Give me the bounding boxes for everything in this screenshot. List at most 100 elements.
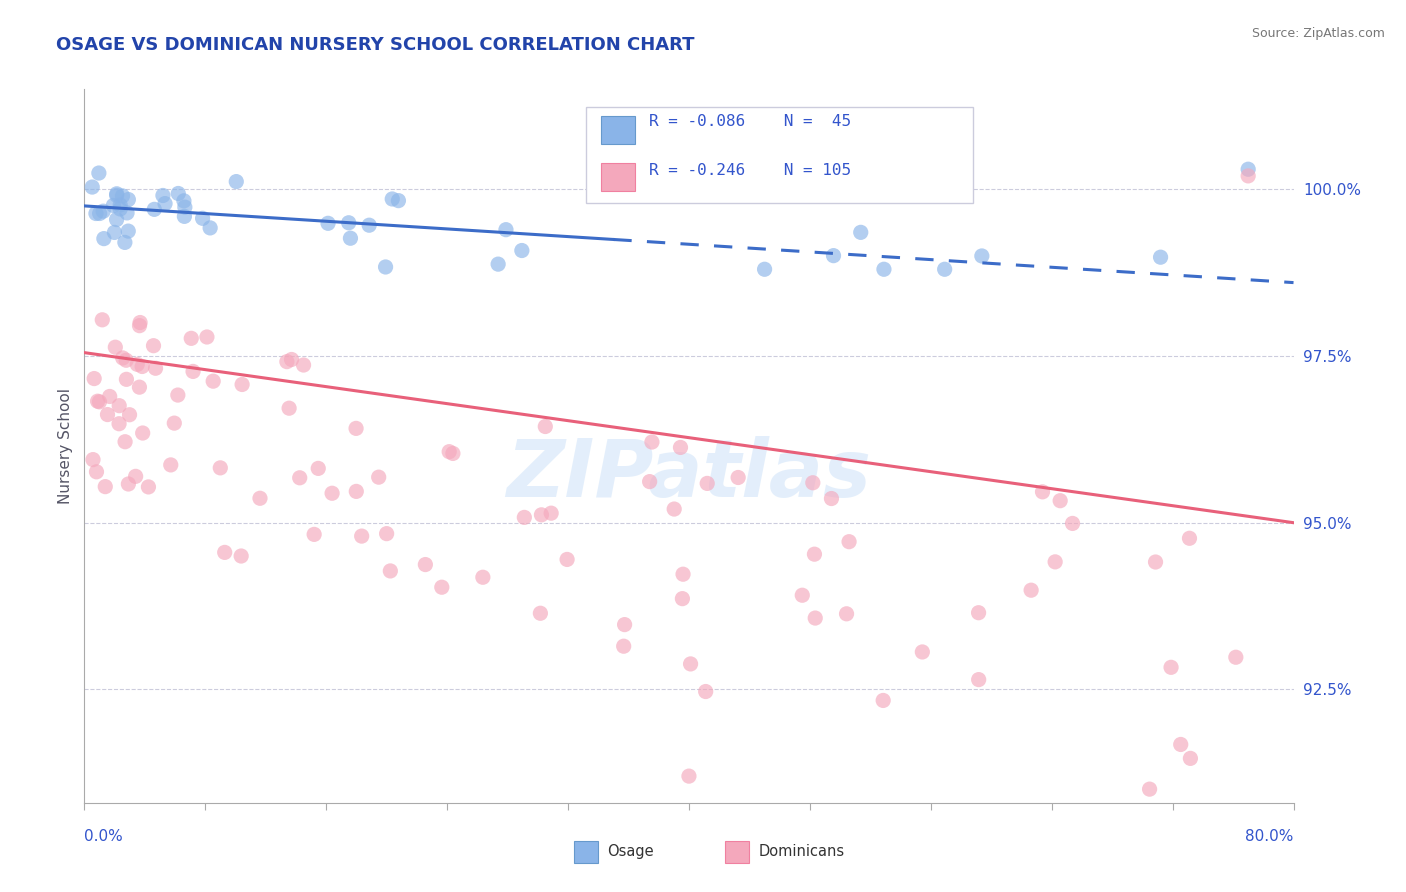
- Point: [131, 359, 153, 374]
- Point: [672, 567, 695, 582]
- Point: [225, 175, 247, 189]
- Point: [344, 421, 367, 435]
- Point: [1019, 583, 1042, 598]
- Point: [302, 527, 325, 541]
- Point: [696, 476, 718, 491]
- Point: [679, 657, 702, 671]
- Point: [91, 204, 114, 219]
- Text: Dominicans: Dominicans: [759, 844, 845, 859]
- Point: [89, 395, 111, 409]
- Point: [115, 372, 138, 386]
- Point: [117, 193, 139, 207]
- Bar: [725, 841, 749, 863]
- Point: [103, 226, 125, 240]
- Point: [173, 194, 195, 208]
- Point: [1139, 782, 1161, 797]
- Point: [82, 180, 104, 194]
- Text: Source: ZipAtlas.com: Source: ZipAtlas.com: [1251, 27, 1385, 40]
- Point: [143, 202, 166, 217]
- Point: [153, 196, 176, 211]
- Point: [678, 769, 700, 783]
- Point: [114, 434, 136, 449]
- Point: [803, 547, 825, 561]
- Point: [86, 465, 108, 479]
- Point: [540, 506, 562, 520]
- Point: [801, 475, 824, 490]
- Text: Osage: Osage: [607, 844, 654, 859]
- Point: [110, 198, 132, 212]
- Point: [105, 212, 128, 227]
- Point: [804, 611, 827, 625]
- Point: [873, 262, 896, 277]
- Point: [98, 389, 121, 403]
- Point: [108, 417, 131, 431]
- Point: [111, 189, 134, 203]
- Point: [316, 216, 339, 230]
- Point: [1237, 162, 1260, 177]
- Point: [152, 188, 174, 202]
- Bar: [600, 162, 634, 191]
- Point: [967, 673, 990, 687]
- Point: [641, 435, 664, 450]
- Point: [129, 316, 152, 330]
- Point: [104, 340, 127, 354]
- Point: [1049, 493, 1071, 508]
- Point: [529, 607, 551, 621]
- Point: [115, 353, 138, 368]
- Point: [94, 480, 117, 494]
- Point: [91, 313, 114, 327]
- Point: [486, 257, 509, 271]
- Point: [344, 484, 367, 499]
- Point: [792, 588, 814, 602]
- Point: [669, 441, 692, 455]
- Point: [437, 444, 460, 458]
- Point: [441, 446, 464, 460]
- Point: [510, 244, 533, 258]
- Point: [727, 470, 749, 484]
- Point: [127, 357, 149, 371]
- Text: 80.0%: 80.0%: [1246, 830, 1294, 845]
- Point: [849, 225, 872, 239]
- Point: [835, 607, 858, 621]
- Point: [307, 461, 329, 475]
- Point: [613, 639, 636, 653]
- Point: [374, 260, 396, 274]
- Point: [838, 534, 860, 549]
- Point: [118, 408, 141, 422]
- Point: [1144, 555, 1167, 569]
- Point: [613, 617, 636, 632]
- Point: [1160, 660, 1182, 674]
- Point: [638, 475, 661, 489]
- Point: [111, 351, 134, 365]
- Point: [1178, 531, 1201, 545]
- Point: [93, 232, 115, 246]
- Point: [1180, 751, 1202, 765]
- Point: [471, 570, 494, 584]
- Point: [103, 198, 125, 212]
- Point: [231, 377, 253, 392]
- Point: [96, 408, 118, 422]
- Point: [823, 249, 845, 263]
- Point: [387, 194, 409, 208]
- Point: [375, 526, 398, 541]
- Point: [695, 684, 717, 698]
- Point: [1031, 484, 1053, 499]
- Point: [1062, 516, 1084, 531]
- Point: [209, 460, 232, 475]
- Point: [359, 218, 381, 232]
- Point: [970, 249, 993, 263]
- Point: [128, 380, 150, 394]
- Point: [967, 606, 990, 620]
- Point: [1225, 650, 1247, 665]
- Point: [321, 486, 343, 500]
- Point: [415, 558, 437, 572]
- Text: R = -0.086    N =  45: R = -0.086 N = 45: [650, 113, 851, 128]
- Point: [114, 235, 136, 250]
- Point: [380, 564, 402, 578]
- Point: [1043, 555, 1066, 569]
- Point: [124, 469, 146, 483]
- Text: OSAGE VS DOMINICAN NURSERY SCHOOL CORRELATION CHART: OSAGE VS DOMINICAN NURSERY SCHOOL CORREL…: [56, 36, 695, 54]
- Point: [214, 545, 236, 559]
- Point: [820, 491, 842, 506]
- Point: [163, 416, 186, 430]
